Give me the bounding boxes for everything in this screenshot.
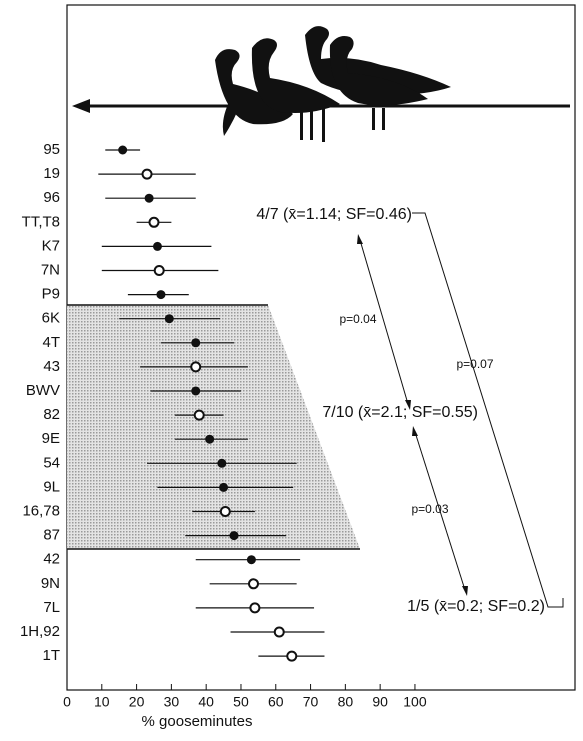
page: {"chart_data": {"type": "dotplot", "x_la… bbox=[0, 0, 583, 741]
x-tick-label: 40 bbox=[198, 694, 214, 710]
y-category-label: 82 bbox=[43, 406, 60, 423]
y-category-label: 4T bbox=[42, 334, 60, 351]
point bbox=[206, 435, 214, 443]
y-category-label: 1H,92 bbox=[20, 623, 60, 640]
y-category-label: 42 bbox=[43, 551, 60, 568]
x-tick-label: 20 bbox=[129, 694, 145, 710]
x-tick-label: 90 bbox=[372, 694, 388, 710]
annotation: 1/5 (x̄=0.2; SF=0.2) bbox=[407, 598, 545, 615]
point bbox=[192, 387, 200, 395]
y-category-label: P9 bbox=[42, 286, 60, 303]
point bbox=[250, 603, 259, 612]
point bbox=[249, 579, 258, 588]
y-category-label: 7N bbox=[41, 261, 60, 278]
point bbox=[220, 483, 228, 491]
y-category-label: 9L bbox=[43, 478, 60, 495]
chart: % gooseminutes 0 10 20 30 40 50 60 70 80 90 100 95 1… bbox=[0, 0, 583, 741]
x-tick-label: 0 bbox=[63, 694, 71, 710]
y-category-label: 7L bbox=[43, 599, 60, 616]
point bbox=[192, 339, 200, 347]
point bbox=[145, 194, 153, 202]
annotation: 7/10 (x̄=2.1; SF=0.55) bbox=[322, 404, 478, 421]
point bbox=[287, 652, 296, 661]
point bbox=[153, 242, 161, 250]
point bbox=[149, 218, 158, 227]
x-tick-label: 60 bbox=[268, 694, 284, 710]
point bbox=[119, 146, 127, 154]
annotation: 4/7 (x̄=1.14; SF=0.46) bbox=[256, 206, 412, 223]
point bbox=[191, 362, 200, 371]
y-category-label: 6K bbox=[42, 310, 60, 327]
y-category-label: 95 bbox=[43, 141, 60, 158]
y-category-label: 96 bbox=[43, 189, 60, 206]
x-axis-label: % gooseminutes bbox=[142, 713, 253, 730]
y-category-label: 9E bbox=[42, 430, 60, 447]
y-category-label: 87 bbox=[43, 527, 60, 544]
annotation: p=0.04 bbox=[339, 312, 376, 326]
y-category-label: 1T bbox=[42, 647, 60, 664]
y-category-label: TT,T8 bbox=[22, 213, 60, 230]
point bbox=[221, 507, 230, 516]
annotation: p=0.03 bbox=[411, 502, 448, 516]
point bbox=[143, 170, 152, 179]
point bbox=[165, 315, 173, 323]
x-tick-label: 100 bbox=[403, 694, 427, 710]
point bbox=[247, 556, 255, 564]
geese-illustration bbox=[215, 26, 451, 142]
x-tick-label: 10 bbox=[94, 694, 110, 710]
shaded-region bbox=[67, 305, 360, 549]
y-category-label: 54 bbox=[43, 454, 60, 471]
arrow-head bbox=[72, 99, 90, 113]
y-category-label: K7 bbox=[42, 237, 60, 254]
point bbox=[195, 411, 204, 420]
point bbox=[275, 628, 284, 637]
point bbox=[230, 532, 238, 540]
x-tick-label: 80 bbox=[338, 694, 354, 710]
x-tick-label: 70 bbox=[303, 694, 319, 710]
y-category-label: BWV bbox=[26, 382, 60, 399]
y-category-label: 43 bbox=[43, 358, 60, 375]
point bbox=[157, 291, 165, 299]
annotation: p=0.07 bbox=[456, 357, 493, 371]
x-tick-label: 30 bbox=[164, 694, 180, 710]
y-category-label: 9N bbox=[41, 575, 60, 592]
point bbox=[155, 266, 164, 275]
y-category-label: 19 bbox=[43, 165, 60, 182]
x-tick-label: 50 bbox=[233, 694, 249, 710]
point bbox=[218, 459, 226, 467]
y-category-label: 16,78 bbox=[22, 502, 60, 519]
